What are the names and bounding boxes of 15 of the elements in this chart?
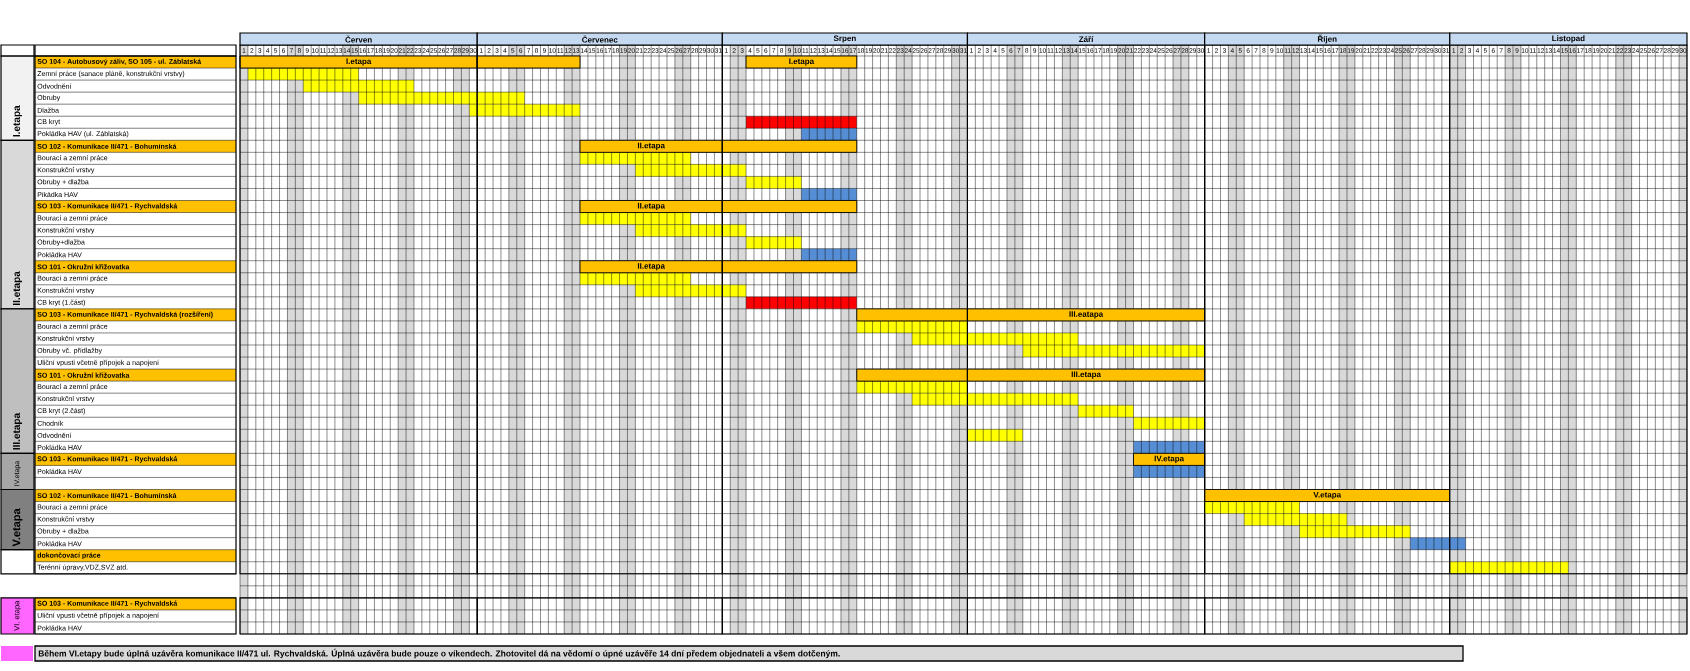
text: Během VI.etapy bude úplná uzávěra komunikace II/471 ul. Rychvaldská. Úplná uzávěra bude pouze o víkendech. Zhotovitel dá na vědomí o úpné uzávěře 14 dní předem objednateli a všem dotčeným. [38,648,840,659]
text: V.etapa [12,508,23,547]
text: I.etapa [13,105,22,137]
data-label: II.etapa [637,202,666,211]
data-label: I.etapa [789,58,815,66]
data-label: V.etapa [1313,491,1342,500]
text: III.etapa [13,412,22,450]
text: II.etapa [13,271,22,305]
data-label: IV.etapa [1154,455,1185,463]
bar [745,55,858,69]
data-label: II.etapa [637,263,666,271]
data-label: III.etapa [1071,371,1102,379]
data-label: III.eatapa [1069,311,1104,319]
data-label: II.etapa [637,142,666,150]
data-label: I.etapa [346,58,372,66]
